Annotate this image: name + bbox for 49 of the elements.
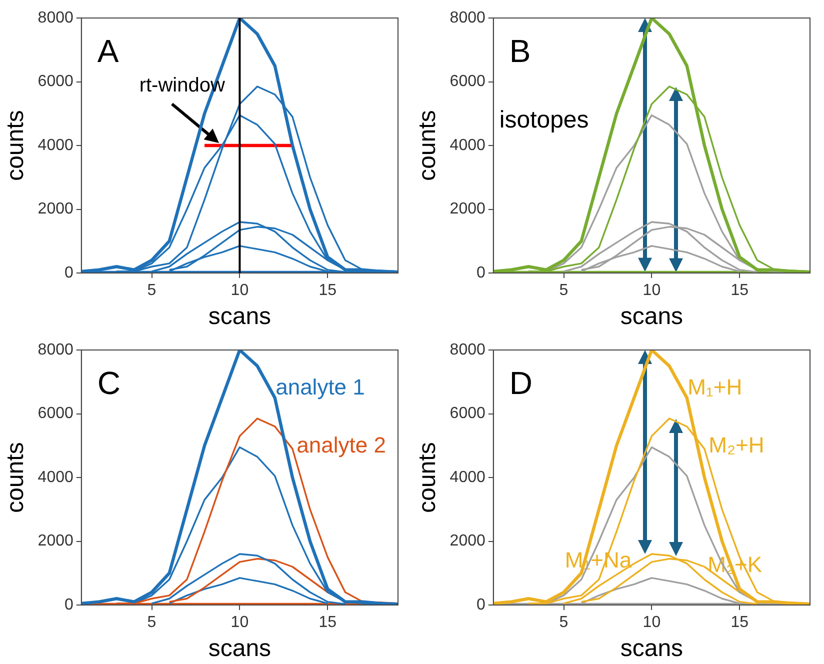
y-tick-label: 2000 <box>38 532 74 550</box>
x-tick-label: 5 <box>147 614 156 632</box>
y-tick-label: 6000 <box>38 405 74 422</box>
x-tick-label: 15 <box>730 614 749 632</box>
y-tick-label: 2000 <box>450 200 486 218</box>
x-tick-label: 5 <box>559 282 568 300</box>
text: D <box>509 365 533 401</box>
x-tick-label: 15 <box>318 614 337 632</box>
x-tick-label: 10 <box>642 614 661 632</box>
series-label: analyte 1 <box>276 374 365 400</box>
x-tick-label: 15 <box>318 282 337 300</box>
x-tick-label: 10 <box>642 282 661 300</box>
series-label: M₁+H <box>688 374 742 400</box>
x-tick-label: 5 <box>147 282 156 300</box>
x-tick-label: 10 <box>230 614 249 632</box>
y-tick-label: 6000 <box>450 405 486 422</box>
y-tick-label: 2000 <box>450 532 486 550</box>
y-axis-title: counts <box>414 110 442 181</box>
annotation: isotopes <box>499 106 589 134</box>
text: A <box>97 33 120 69</box>
y-axis-title: counts <box>2 442 30 513</box>
y-tick-label: 4000 <box>450 136 486 154</box>
text: C <box>97 365 121 401</box>
y-tick-label: 8000 <box>38 9 74 26</box>
y-axis-title: counts <box>2 110 30 181</box>
y-tick-label: 4000 <box>38 468 74 486</box>
y-tick-label: 4000 <box>450 468 486 486</box>
x-tick-label: 10 <box>230 282 249 300</box>
x-axis-title: scans <box>208 303 272 330</box>
x-axis-title: scans <box>620 303 684 330</box>
y-tick-label: 2000 <box>38 200 74 218</box>
y-tick-label: 8000 <box>450 9 486 26</box>
series-label: M₂+H <box>708 432 764 458</box>
y-tick-label: 6000 <box>38 73 74 90</box>
y-tick-label: 8000 <box>38 341 74 358</box>
y-tick-label: 8000 <box>450 341 486 358</box>
x-axis-title: scans <box>208 635 272 662</box>
x-tick-label: 5 <box>559 614 568 632</box>
y-tick-label: 6000 <box>450 73 486 90</box>
y-tick-label: 0 <box>64 264 74 282</box>
y-tick-label: 0 <box>64 596 74 614</box>
y-tick-label: 0 <box>476 596 486 614</box>
x-axis-title: scans <box>620 635 684 662</box>
y-tick-label: 4000 <box>38 136 74 154</box>
text: B <box>509 33 531 69</box>
x-tick-label: 15 <box>730 282 749 300</box>
y-axis-title: counts <box>414 442 442 513</box>
y-tick-label: 0 <box>476 264 486 282</box>
series-label: analyte 2 <box>296 432 386 458</box>
